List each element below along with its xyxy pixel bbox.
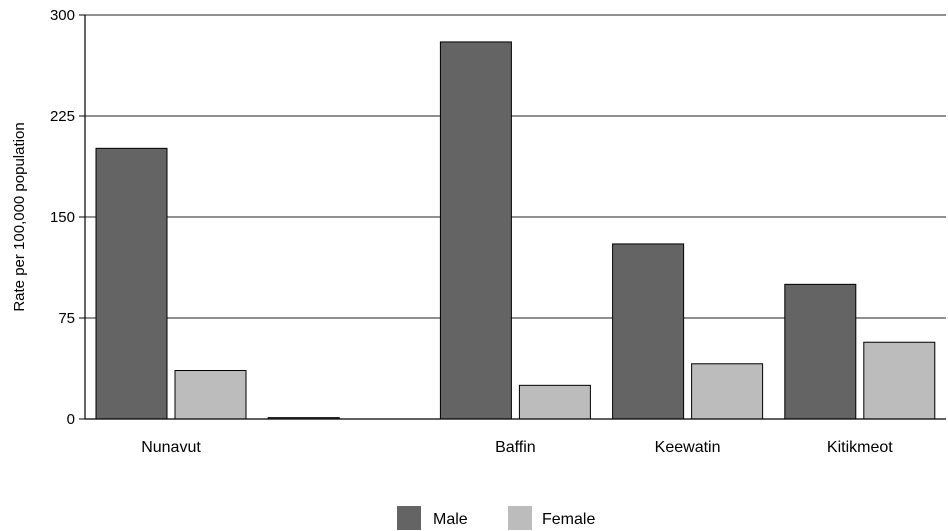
bar-female	[174, 370, 247, 420]
x-tick-label: Keewatin	[655, 439, 721, 456]
x-tick-label: Kitikmeot	[827, 439, 893, 456]
bar-male	[784, 283, 857, 420]
bar-male	[612, 243, 685, 420]
x-tick-label: Nunavut	[141, 439, 201, 456]
bar-female	[863, 341, 936, 420]
bar-female	[518, 384, 591, 420]
legend-label-female: Female	[542, 511, 595, 528]
y-tick-labels: 0 75 150 225 300	[50, 7, 75, 428]
y-axis-label: Rate per 100,000 population	[11, 122, 28, 311]
bar-male	[95, 147, 168, 420]
legend-label-male: Male	[433, 511, 468, 528]
y-tick-label: 225	[50, 108, 75, 125]
y-tick-label: 300	[50, 7, 75, 24]
y-tick-label: 0	[67, 411, 75, 428]
legend-swatch-female	[508, 506, 532, 530]
gridlines	[85, 14, 946, 319]
legend-swatch-male	[397, 506, 421, 530]
x-tick-label: Baffin	[495, 439, 536, 456]
legend: Male Female	[397, 506, 595, 530]
bar-female	[691, 363, 764, 420]
y-tick-label: 150	[50, 209, 75, 226]
axes	[79, 14, 946, 420]
bar-male	[439, 41, 512, 420]
x-tick-labels: Nunavut Baffin Keewatin Kitikmeot	[141, 439, 893, 456]
bars	[95, 41, 936, 420]
y-tick-label: 75	[58, 310, 75, 327]
